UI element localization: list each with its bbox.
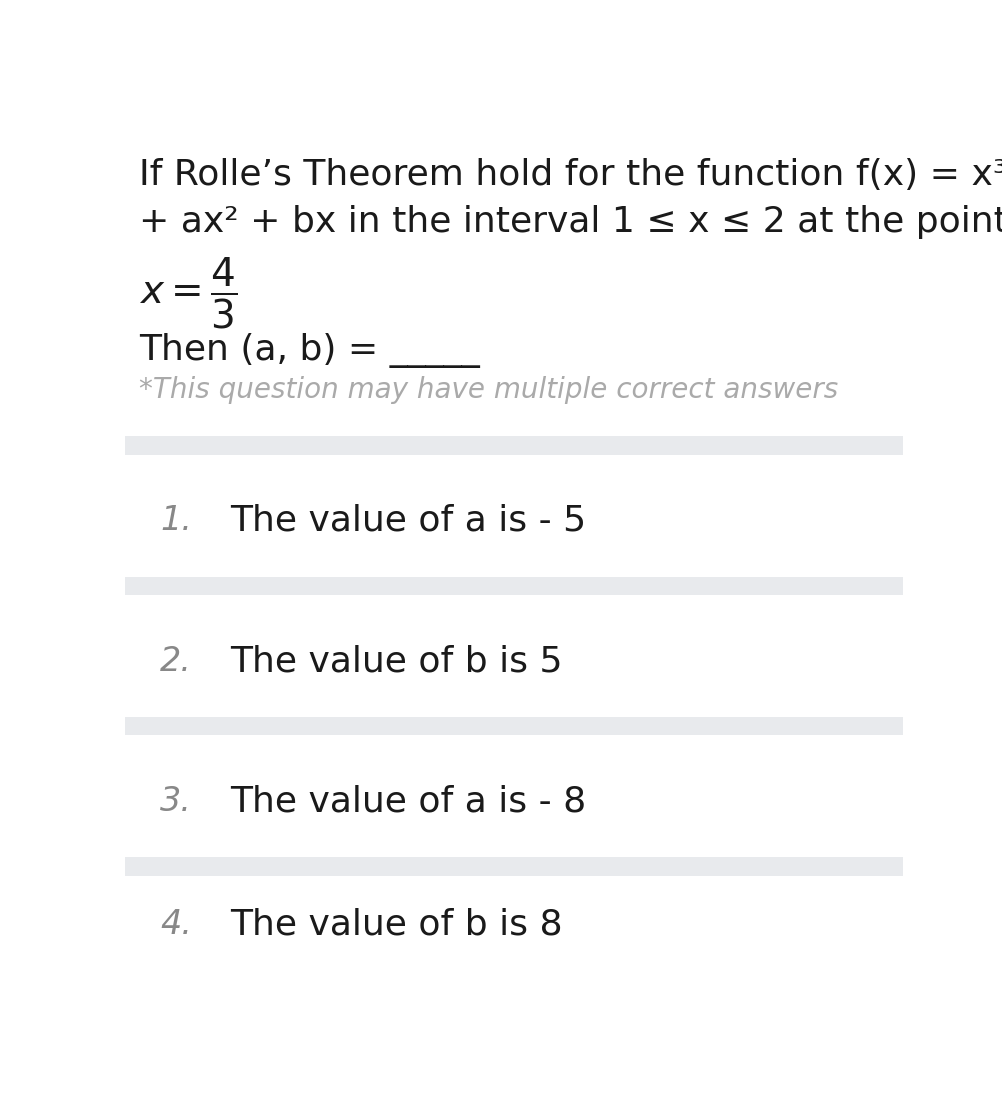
Text: The value of a is - 8: The value of a is - 8 (230, 784, 586, 818)
Text: *This question may have multiple correct answers: *This question may have multiple correct… (139, 376, 838, 404)
Text: $\mathit{x} = \dfrac{4}{3}$: $\mathit{x} = \dfrac{4}{3}$ (139, 256, 237, 331)
Text: If Rolle’s Theorem hold for the function f(x) = x³: If Rolle’s Theorem hold for the function… (139, 158, 1002, 192)
Text: 1.: 1. (160, 504, 192, 537)
Text: 2.: 2. (160, 644, 192, 677)
Text: The value of b is 8: The value of b is 8 (230, 908, 562, 941)
Text: 4.: 4. (160, 908, 192, 941)
FancyBboxPatch shape (125, 577, 902, 596)
FancyBboxPatch shape (125, 437, 902, 456)
Text: The value of a is - 5: The value of a is - 5 (230, 504, 586, 538)
Text: 3.: 3. (160, 784, 192, 817)
FancyBboxPatch shape (125, 857, 902, 876)
Text: + ax² + bx in the interval 1 ≤ x ≤ 2 at the point: + ax² + bx in the interval 1 ≤ x ≤ 2 at … (139, 204, 1002, 238)
FancyBboxPatch shape (125, 717, 902, 736)
Text: The value of b is 5: The value of b is 5 (230, 644, 562, 678)
Text: Then (a, b) = _____: Then (a, b) = _____ (139, 333, 480, 367)
